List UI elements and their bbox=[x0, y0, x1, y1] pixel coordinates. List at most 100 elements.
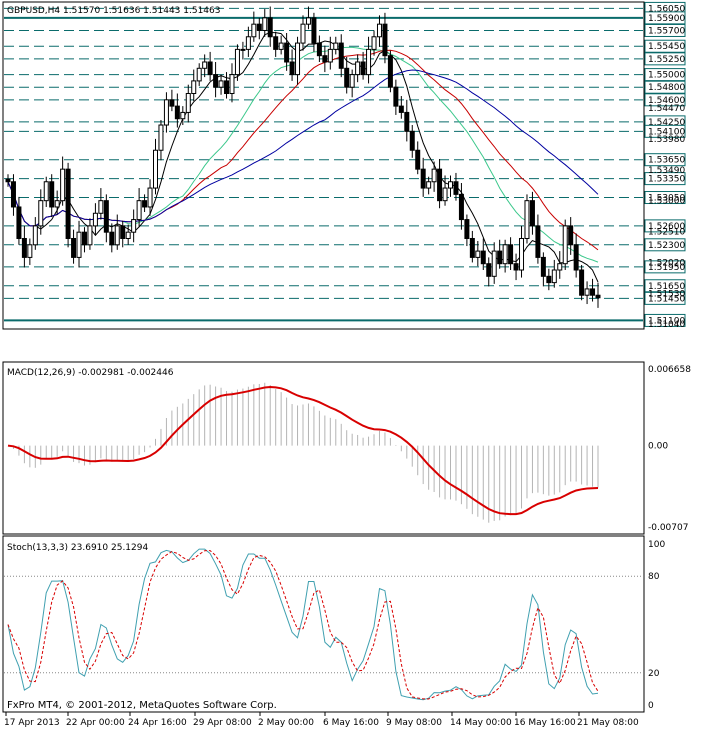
price-tag-11: 1.53350 bbox=[648, 175, 685, 185]
macd-histogram bbox=[12, 382, 599, 523]
candle-body-107 bbox=[590, 288, 596, 296]
candle-body-94 bbox=[519, 237, 525, 271]
macd-axis: 0.006658 0.00 -0.00707 bbox=[648, 365, 691, 533]
price-tag-box-3 bbox=[644, 39, 686, 53]
candle-body-30 bbox=[169, 99, 175, 107]
candle-body-47 bbox=[262, 17, 268, 31]
macd-label: MACD(12,26,9) -0.002981 -0.002446 bbox=[7, 368, 174, 378]
time-tick-5: 6 May 16:00 bbox=[323, 718, 379, 728]
candle-body-72 bbox=[398, 105, 404, 113]
candle-body-80 bbox=[442, 187, 448, 202]
candle-body-38 bbox=[213, 74, 219, 88]
stoch-axis: 100 80 20 0 bbox=[648, 540, 665, 711]
price-tag-2: 1.55700 bbox=[648, 26, 685, 36]
candle-body-44 bbox=[245, 36, 251, 50]
price-tick-1: 1.53980 bbox=[648, 135, 685, 145]
candle-body-101 bbox=[557, 263, 563, 271]
candle-body-100 bbox=[551, 269, 557, 284]
candle-body-96 bbox=[529, 200, 535, 227]
price-tag-16: 1.51650 bbox=[648, 282, 685, 292]
candle-body-62 bbox=[344, 67, 350, 88]
candle-body-3 bbox=[21, 237, 27, 258]
candle-body-55 bbox=[305, 17, 311, 25]
macd-panel[interactable] bbox=[2, 361, 645, 535]
price-tag-box-6 bbox=[644, 80, 686, 94]
price-tag-17: 1.51450 bbox=[648, 294, 685, 304]
price-tag-7: 1.54600 bbox=[648, 96, 685, 106]
price-tick-5: 1.52020 bbox=[648, 258, 685, 268]
candle-body-56 bbox=[311, 17, 317, 44]
candle-body-42 bbox=[234, 48, 240, 76]
stoch-signal-line bbox=[7, 550, 599, 700]
candle-body-49 bbox=[273, 36, 279, 50]
time-tick-2: 24 Apr 16:00 bbox=[128, 718, 187, 728]
price-tag-0: 1.56050 bbox=[648, 4, 685, 14]
candle-body-53 bbox=[295, 42, 301, 76]
price-tag-15: 1.51950 bbox=[648, 263, 685, 273]
stoch-tick-3: 0 bbox=[648, 701, 654, 711]
candle-body-50 bbox=[278, 42, 284, 50]
candle-body-82 bbox=[453, 181, 459, 195]
stoch-panel[interactable] bbox=[2, 535, 645, 713]
price-tag-box-9 bbox=[644, 124, 686, 138]
candle-body-33 bbox=[185, 93, 191, 113]
candle-body-15 bbox=[87, 225, 93, 246]
price-tag-9: 1.54100 bbox=[648, 127, 685, 137]
candle-body-27 bbox=[153, 149, 158, 189]
candle-body-69 bbox=[382, 23, 388, 57]
candle-body-26 bbox=[147, 187, 153, 208]
candle-body-4 bbox=[27, 244, 33, 258]
candle-body-46 bbox=[256, 23, 262, 31]
candle-body-24 bbox=[136, 200, 142, 221]
candle-body-25 bbox=[142, 200, 148, 208]
candle-body-11 bbox=[65, 168, 71, 239]
price-tag-box-5 bbox=[644, 68, 686, 82]
price-tag-5: 1.55000 bbox=[648, 71, 685, 81]
candle-body-108 bbox=[595, 294, 601, 299]
candle-body-35 bbox=[196, 67, 202, 82]
candle-body-106 bbox=[584, 288, 590, 296]
price-candles bbox=[5, 6, 601, 308]
candle-body-51 bbox=[284, 42, 290, 63]
price-tag-box-13 bbox=[644, 219, 686, 233]
candle-body-6 bbox=[38, 200, 44, 227]
candle-body-74 bbox=[409, 130, 415, 151]
price-tag-18: 1.51100 bbox=[648, 316, 685, 326]
candle-body-97 bbox=[535, 225, 541, 258]
candle-body-20 bbox=[114, 225, 120, 246]
macd-tick-1: 0.00 bbox=[648, 442, 668, 452]
stoch-tick-1: 80 bbox=[648, 572, 660, 582]
price-tag-12: 1.53050 bbox=[648, 194, 685, 204]
price-tag-6: 1.54800 bbox=[648, 83, 685, 93]
copyright-text: FxPro MT4, © 2001-2012, MetaQuotes Softw… bbox=[7, 700, 277, 711]
time-tick-7: 14 May 00:00 bbox=[450, 718, 512, 728]
candle-body-34 bbox=[191, 80, 197, 95]
candle-body-48 bbox=[267, 17, 273, 38]
candle-body-63 bbox=[349, 74, 355, 88]
candle-body-70 bbox=[387, 55, 393, 88]
stoch-main-line bbox=[7, 548, 599, 701]
macd-tick-0: 0.006658 bbox=[648, 365, 691, 375]
candle-body-76 bbox=[420, 168, 426, 189]
candle-body-17 bbox=[98, 200, 104, 214]
price-tag-box-4 bbox=[644, 52, 686, 66]
candle-body-65 bbox=[360, 61, 366, 76]
candle-body-45 bbox=[251, 23, 257, 38]
candle-body-98 bbox=[540, 256, 546, 277]
candle-body-71 bbox=[393, 86, 399, 107]
time-tick-0: 17 Apr 2013 bbox=[4, 718, 60, 728]
candle-body-22 bbox=[125, 231, 131, 239]
candle-body-19 bbox=[109, 231, 115, 246]
price-tick-7: 1.51040 bbox=[648, 320, 685, 330]
candle-body-68 bbox=[376, 23, 382, 38]
price-tag-box-7 bbox=[644, 93, 686, 107]
candle-body-9 bbox=[54, 200, 60, 208]
time-tick-9: 21 May 08:00 bbox=[577, 718, 639, 728]
time-tick-6: 9 May 08:00 bbox=[386, 718, 442, 728]
price-tag-box-14 bbox=[644, 238, 686, 252]
candle-body-59 bbox=[327, 48, 333, 63]
candle-body-32 bbox=[180, 111, 186, 120]
candle-body-29 bbox=[163, 99, 169, 126]
stoch-tick-0: 100 bbox=[648, 540, 665, 550]
